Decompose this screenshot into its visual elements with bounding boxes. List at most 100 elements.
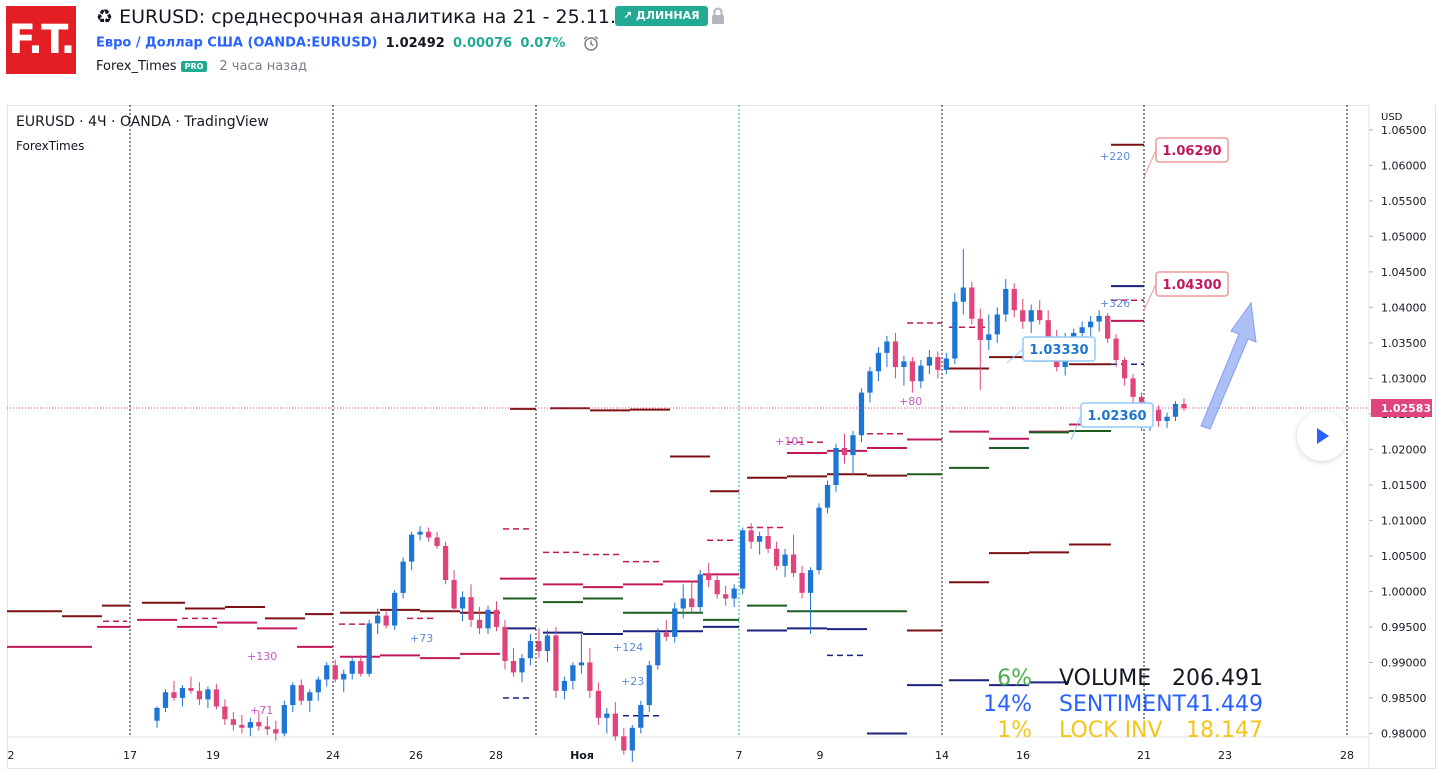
stat-percent: 1% bbox=[997, 718, 1032, 743]
published-time: 2 часа назад bbox=[219, 59, 308, 74]
bullish-candle bbox=[578, 662, 585, 666]
symbol-line: Евро / Доллар США (OANDA:EURUSD) 1.02492… bbox=[96, 35, 600, 51]
bullish-candle bbox=[408, 534, 415, 562]
bullish-candle bbox=[281, 705, 287, 734]
idea-title: ♻ EURUSD: среднесрочная аналитика на 21 … bbox=[96, 6, 647, 28]
bullish-candle bbox=[290, 685, 296, 706]
pip-annotation: +80 bbox=[899, 395, 922, 408]
bearish-candle bbox=[935, 357, 941, 370]
author-name[interactable]: Forex_Times bbox=[96, 59, 177, 74]
level-callout-box bbox=[1080, 402, 1154, 428]
bearish-candle bbox=[171, 692, 177, 698]
time-tick-label: 26 bbox=[409, 749, 423, 762]
bullish-candle bbox=[960, 287, 966, 302]
bearish-candle bbox=[1104, 315, 1111, 339]
bearish-candle bbox=[264, 726, 270, 730]
level-callout-label: 1.03330 bbox=[1029, 343, 1088, 358]
price-tick-label: 1.05500 bbox=[1381, 195, 1427, 208]
bullish-candle bbox=[1028, 310, 1034, 322]
time-tick-label: 17 bbox=[123, 749, 137, 762]
stat-name: VOLUME bbox=[1059, 666, 1151, 691]
bullish-candle bbox=[943, 358, 949, 370]
symbol-link[interactable]: Евро / Доллар США (OANDA:EURUSD) bbox=[96, 35, 378, 51]
bullish-candle bbox=[1172, 403, 1179, 417]
stat-value: 41.449 bbox=[1186, 692, 1263, 717]
price-chart[interactable]: 1.06290 1.04300 1.03330 1.02360 +220 +326 +101… bbox=[7, 105, 1434, 767]
long-position-badge: ↗ ДЛИННАЯ bbox=[615, 6, 708, 26]
bearish-candle bbox=[256, 722, 262, 727]
chart-frame[interactable] bbox=[7, 105, 1436, 769]
bearish-candle bbox=[841, 447, 848, 456]
bearish-candle bbox=[612, 713, 618, 737]
price-tick-label: 0.98500 bbox=[1381, 692, 1427, 705]
bearish-candle bbox=[1045, 320, 1051, 338]
alarm-clock-icon[interactable] bbox=[582, 35, 600, 51]
current-price-tag bbox=[1371, 399, 1432, 418]
bearish-candle bbox=[510, 661, 517, 673]
pip-annotation: +23 bbox=[621, 675, 644, 688]
price-axis-panel bbox=[1369, 105, 1434, 767]
bullish-candle bbox=[638, 705, 644, 728]
bullish-candle bbox=[527, 641, 534, 659]
bullish-candle bbox=[697, 574, 703, 608]
bullish-candle bbox=[375, 615, 381, 624]
chart-watermark-label: ForexTimes bbox=[16, 139, 85, 153]
bullish-candle bbox=[307, 692, 313, 701]
price-tick-label: 0.99500 bbox=[1381, 621, 1427, 634]
bullish-candle bbox=[850, 435, 856, 456]
bearish-candle bbox=[493, 609, 500, 627]
pro-badge: PRO bbox=[180, 61, 208, 72]
bullish-candle bbox=[154, 707, 160, 721]
bullish-candle bbox=[1088, 321, 1094, 328]
time-tick-label: 19 bbox=[206, 749, 220, 762]
bearish-candle bbox=[1113, 338, 1119, 360]
level-callout-label: 1.02360 bbox=[1087, 409, 1146, 424]
bullish-candle bbox=[867, 371, 873, 393]
stat-value: 206.491 bbox=[1172, 666, 1263, 691]
bullish-candle bbox=[459, 597, 466, 609]
time-tick-label: 9 bbox=[817, 749, 824, 762]
bearish-candle bbox=[196, 690, 203, 700]
level-callout-connector bbox=[1143, 283, 1157, 311]
play-replay-button[interactable] bbox=[1297, 411, 1347, 461]
bullish-candle bbox=[485, 609, 491, 629]
time-tick-label: 2 bbox=[8, 749, 15, 762]
bullish-candle bbox=[1096, 315, 1102, 322]
bearish-candle bbox=[1155, 409, 1162, 421]
bearish-candle bbox=[383, 615, 389, 626]
bearish-candle bbox=[1121, 359, 1128, 379]
pip-annotation: +130 bbox=[247, 650, 277, 663]
bearish-candle bbox=[799, 572, 805, 593]
bearish-candle bbox=[621, 736, 627, 751]
pip-annotation: +326 bbox=[1100, 297, 1130, 310]
level-callout-connector bbox=[1143, 149, 1157, 178]
bearish-candle bbox=[773, 548, 780, 566]
bullish-candle bbox=[179, 688, 186, 698]
bullish-candle bbox=[807, 570, 814, 593]
bearish-candle bbox=[595, 690, 601, 718]
bullish-candle bbox=[400, 561, 406, 593]
bullish-candle bbox=[884, 341, 890, 353]
bullish-candle bbox=[1003, 288, 1009, 315]
time-tick-label: 16 bbox=[1016, 749, 1030, 762]
pip-annotation: +124 bbox=[613, 641, 643, 654]
pip-annotation: +73 bbox=[410, 632, 433, 645]
bearish-candle bbox=[230, 719, 237, 725]
bearish-candle bbox=[425, 531, 432, 538]
author-line: Forex_Times PRO 2 часа назад bbox=[96, 59, 307, 74]
time-tick-label: 24 bbox=[326, 749, 340, 762]
bullish-candle bbox=[205, 689, 211, 700]
symbol-change: 0.00076 bbox=[452, 35, 513, 51]
forextimes-logo: F.T. bbox=[6, 6, 76, 74]
bullish-candle bbox=[918, 365, 924, 382]
bullish-candle bbox=[680, 598, 686, 609]
bullish-candle bbox=[824, 484, 831, 508]
bullish-candle bbox=[952, 301, 958, 359]
bearish-candle bbox=[536, 641, 542, 652]
bullish-candle bbox=[986, 334, 992, 341]
bearish-candle bbox=[434, 537, 440, 546]
bullish-candle bbox=[858, 392, 865, 436]
bearish-candle bbox=[273, 729, 279, 734]
price-tick-label: 1.03500 bbox=[1381, 337, 1427, 350]
bearish-candle bbox=[451, 580, 457, 609]
